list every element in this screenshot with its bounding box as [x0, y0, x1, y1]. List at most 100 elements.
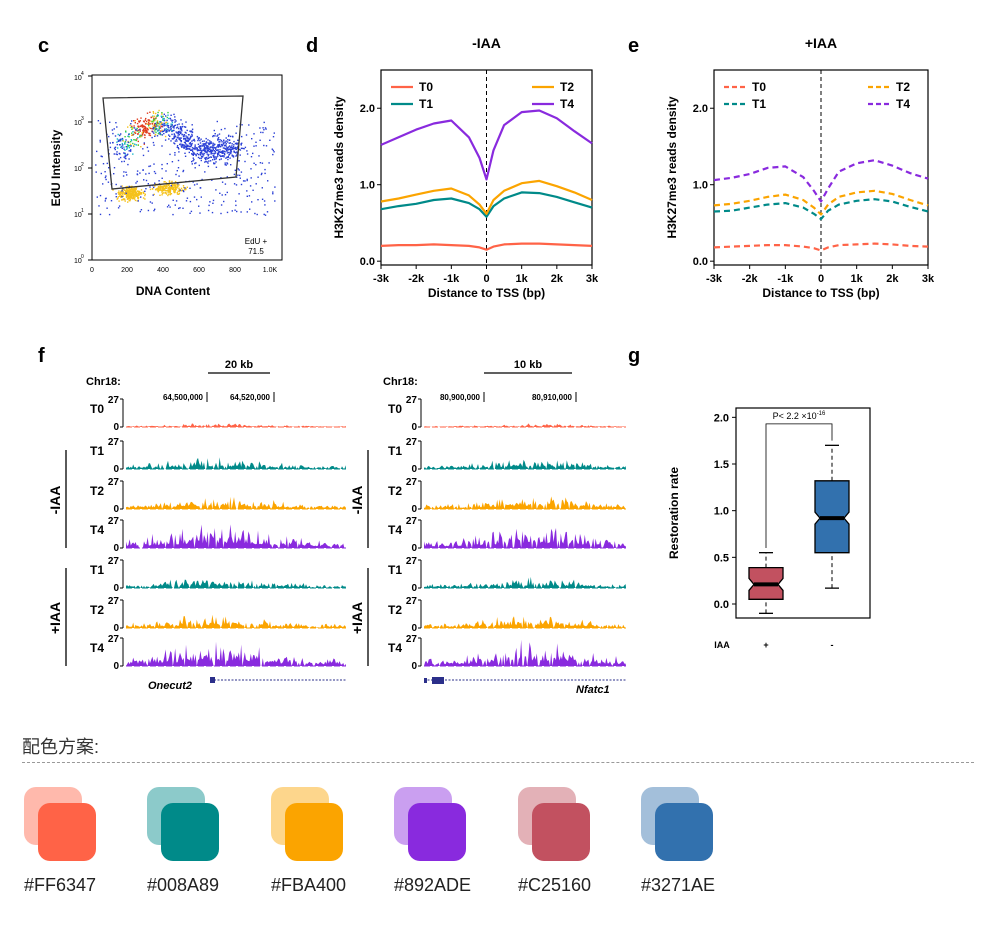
track-min-label: 0 — [411, 583, 417, 594]
flow-event — [130, 139, 133, 142]
flow-event — [211, 179, 213, 181]
flow-event — [182, 189, 184, 192]
flow-event — [199, 153, 201, 155]
flow-event — [135, 139, 138, 142]
flow-event — [188, 134, 190, 136]
flow-event — [225, 137, 227, 139]
track-t1: 27 0 T1 — [388, 437, 626, 475]
flow-event — [240, 147, 243, 149]
flow-event — [143, 179, 145, 181]
coverage-signal — [424, 459, 626, 469]
flow-event — [159, 132, 161, 134]
flow-event — [172, 199, 174, 201]
track-t4: 27 0 T4 — [90, 516, 346, 554]
flow-event — [218, 151, 221, 153]
flow-event — [250, 156, 253, 158]
flow-event — [178, 187, 180, 189]
flow-event — [156, 115, 158, 117]
flow-event — [215, 157, 217, 160]
flow-event — [162, 119, 165, 122]
flow-event — [136, 122, 139, 125]
flow-event — [213, 150, 215, 152]
flow-event — [121, 194, 123, 197]
flow-event — [212, 135, 214, 138]
flow-event — [134, 131, 136, 133]
flow-event — [205, 137, 207, 140]
flow-event — [144, 123, 147, 125]
flow-event — [214, 143, 216, 146]
flow-event — [128, 158, 130, 160]
flow-event — [153, 123, 156, 125]
flow-event — [160, 189, 163, 191]
flow-event — [240, 211, 242, 213]
flow-event — [170, 125, 172, 127]
flow-event — [134, 120, 136, 122]
flow-event — [237, 142, 239, 144]
flow-event — [142, 148, 144, 150]
coverage-signal — [424, 576, 626, 588]
flow-event — [228, 146, 230, 148]
flow-event — [199, 139, 201, 142]
flow-event — [123, 148, 125, 150]
flow-event — [127, 190, 129, 192]
flow-event — [112, 132, 114, 135]
flow-event — [171, 180, 173, 183]
flow-event — [190, 144, 193, 147]
flow-event — [153, 186, 155, 189]
gene-model-left — [210, 677, 346, 683]
group-plus-right: +IAA — [349, 602, 365, 634]
flow-event — [122, 144, 124, 146]
flow-event — [167, 191, 169, 193]
flow-event — [227, 139, 229, 141]
track-min-label: 0 — [113, 623, 119, 634]
flow-event — [268, 162, 270, 164]
flow-event — [264, 214, 267, 216]
swatch: #3271AE — [641, 787, 741, 897]
flow-event — [226, 191, 228, 194]
flow-event — [174, 152, 176, 154]
flow-event — [179, 190, 181, 192]
flow-event — [223, 155, 225, 157]
flow-event — [123, 189, 126, 191]
flow-event — [133, 125, 135, 127]
flow-event — [186, 129, 188, 132]
flow-event — [246, 150, 248, 152]
flow-event — [237, 145, 239, 147]
flow-event — [228, 139, 231, 141]
flow-ytick-exp: 1 — [81, 208, 84, 214]
flow-event — [141, 126, 144, 128]
flow-event — [210, 146, 212, 148]
flow-event — [174, 189, 177, 192]
flow-event — [196, 150, 199, 152]
flow-event — [215, 148, 217, 150]
flow-event — [204, 157, 206, 159]
flow-event — [141, 132, 143, 134]
flow-event — [220, 158, 222, 160]
flow-event — [129, 189, 132, 191]
flow-event — [213, 129, 215, 132]
flow-event — [200, 152, 202, 154]
flow-event — [234, 169, 236, 171]
flow-event — [220, 128, 223, 131]
flow-event — [174, 185, 176, 187]
flow-event — [96, 150, 98, 153]
flow-event — [161, 129, 163, 131]
flow-event — [205, 141, 208, 143]
flow-event — [269, 139, 271, 141]
track-max-label: 27 — [406, 596, 418, 607]
flow-event — [134, 196, 136, 199]
flow-event — [214, 147, 217, 149]
flow-event — [204, 150, 206, 152]
swatch-label: #3271AE — [641, 875, 716, 895]
flow-event — [174, 116, 176, 118]
flow-event — [193, 196, 196, 198]
flow-event — [131, 127, 134, 129]
flow-event — [128, 136, 130, 138]
flow-event — [201, 140, 204, 142]
flow-event — [125, 131, 127, 133]
coverage-signal — [424, 423, 626, 427]
flow-event — [137, 190, 139, 192]
flow-event — [129, 124, 131, 126]
flow-event — [120, 140, 122, 142]
flow-event — [201, 150, 203, 152]
